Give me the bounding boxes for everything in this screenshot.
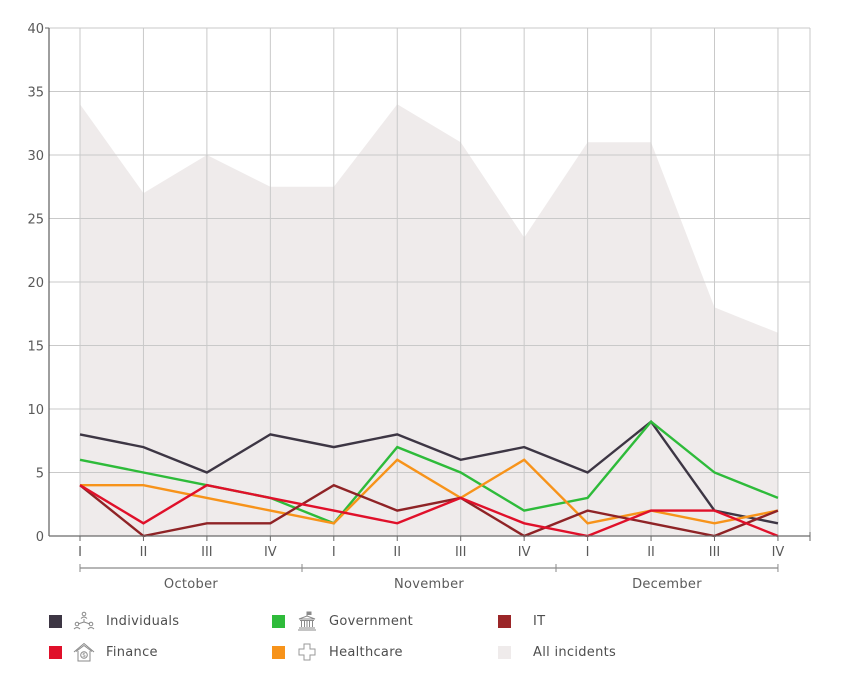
legend-label: All incidents [533,644,617,660]
x-tick-label: III [455,545,467,560]
bank-house-icon: $ [73,642,95,662]
y-tick-label: 0 [36,530,44,545]
legend-item-healthcare[interactable]: Healthcare [272,642,403,662]
network-people-icon [73,611,95,630]
x-tick-label: III [709,545,721,560]
x-tick-label: II [393,545,401,560]
y-tick-label: 40 [27,22,44,37]
legend-swatch [49,645,62,659]
legend-swatch [272,614,285,628]
grid-layer [49,27,811,536]
legend-item-it[interactable]: IT [498,611,545,631]
legend-swatch [498,614,511,628]
area-layer [80,104,778,536]
svg-text:$: $ [82,652,86,659]
x-tick-label: III [201,545,213,560]
legend-item-all-incidents[interactable]: All incidents [498,642,616,662]
month-label-october: October [164,577,218,592]
x-tick-label: IV [518,545,531,560]
legend-item-individuals[interactable]: Individuals [49,611,179,631]
month-label-december: December [632,577,702,592]
line-layer [79,419,779,538]
legend-swatch [498,645,511,659]
x-tick-label: II [140,545,148,560]
y-tick-label: 10 [27,403,44,418]
y-tick-label: 15 [27,340,44,355]
x-tick-label: IV [264,545,277,560]
medical-cross-icon [298,643,316,661]
y-tick-label: 30 [27,149,44,164]
x-tick-label: IV [772,545,785,560]
legend-swatch [272,645,285,659]
legend-item-finance[interactable]: $ Finance [49,642,158,662]
y-tick-label: 35 [27,86,44,101]
y-tick-label: 20 [27,276,44,291]
legend-swatch [49,614,62,628]
series-line-it [79,483,779,538]
series-line-healthcare [80,458,779,525]
month-label-november: November [394,577,464,592]
y-tick-label: 5 [36,467,44,482]
legend-label: Finance [106,644,158,660]
x-tick-label: I [78,545,82,560]
legend-label: Government [329,613,414,629]
x-tick-label: II [647,545,655,560]
x-tick-label: I [586,545,590,560]
legend-item-government[interactable]: Government [272,611,413,631]
legend-label: IT [533,613,546,629]
series-line-government [79,420,779,525]
government-building-icon [298,611,316,631]
y-tick-label: 25 [27,213,44,228]
area-all-incidents [80,104,778,536]
series-line-finance [79,483,779,538]
x-tick-label: I [332,545,336,560]
series-line-individuals [79,419,779,525]
legend-label: Healthcare [329,644,403,660]
legend-label: Individuals [106,613,180,629]
